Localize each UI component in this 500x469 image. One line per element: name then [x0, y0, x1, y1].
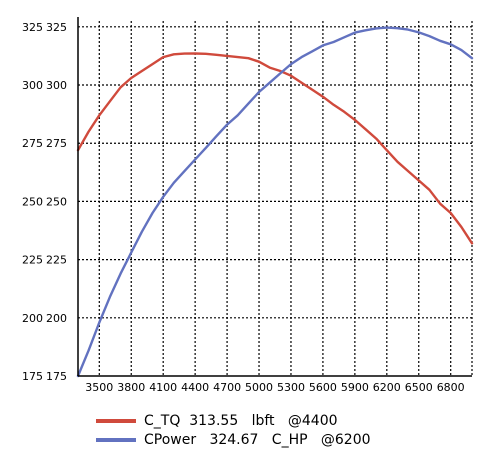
y-tick-label-inner: 175 — [46, 370, 67, 383]
x-tick-label: 4700 — [213, 381, 241, 394]
x-tick-label: 6800 — [437, 381, 465, 394]
x-tick-label: 5600 — [309, 381, 337, 394]
chart-legend: C_TQ 313.55 lbft @4400 CPower 324.67 C_H… — [96, 411, 371, 449]
legend-label-torque: C_TQ 313.55 lbft @4400 — [144, 412, 338, 429]
x-tick-label: 4100 — [149, 381, 177, 394]
y-tick-label-outer: 275 — [22, 137, 43, 150]
x-tick-label: 3800 — [117, 381, 145, 394]
x-tick-label: 3500 — [85, 381, 113, 394]
y-tick-label-outer: 225 — [22, 254, 43, 267]
y-tick-label-outer: 200 — [22, 312, 43, 325]
y-tick-label-outer: 175 — [22, 370, 43, 383]
legend-label-power: CPower 324.67 C_HP @6200 — [144, 431, 371, 448]
legend-item-power: CPower 324.67 C_HP @6200 — [96, 430, 371, 449]
x-tick-label: 4400 — [181, 381, 209, 394]
x-tick-label: 6500 — [405, 381, 433, 394]
y-tick-label-inner: 225 — [46, 254, 67, 267]
y-tick-labels: 175 175 200 200 225 225 250 250 275 275 300 300 325 3… — [22, 21, 67, 383]
axes — [77, 17, 472, 377]
power-series-line — [76, 26, 474, 378]
legend-swatch-power — [96, 437, 136, 442]
engine-dyno-chart: 3500 3800 4100 4400 4700 5000 5300 5600 5900 6200… — [22, 17, 474, 394]
x-tick-labels: 3500 3800 4100 4400 4700 5000 5300 5600 5900 6200… — [85, 381, 464, 394]
x-tick-label: 5000 — [245, 381, 273, 394]
y-tick-label-outer: 250 — [22, 195, 43, 208]
x-tick-label: 6200 — [373, 381, 401, 394]
y-tick-label-inner: 200 — [46, 312, 67, 325]
y-tick-label-inner: 250 — [46, 195, 67, 208]
series-lines — [76, 26, 474, 378]
y-tick-label-inner: 325 — [46, 21, 67, 34]
legend-item-torque: C_TQ 313.55 lbft @4400 — [96, 411, 371, 430]
y-tick-label-inner: 300 — [46, 79, 67, 92]
torque-series-line — [76, 52, 474, 245]
legend-swatch-torque — [96, 418, 136, 423]
y-tick-label-inner: 275 — [46, 137, 67, 150]
y-tick-label-outer: 300 — [22, 79, 43, 92]
y-tick-label-outer: 325 — [22, 21, 43, 34]
x-tick-label: 5900 — [341, 381, 369, 394]
x-tick-label: 5300 — [277, 381, 305, 394]
